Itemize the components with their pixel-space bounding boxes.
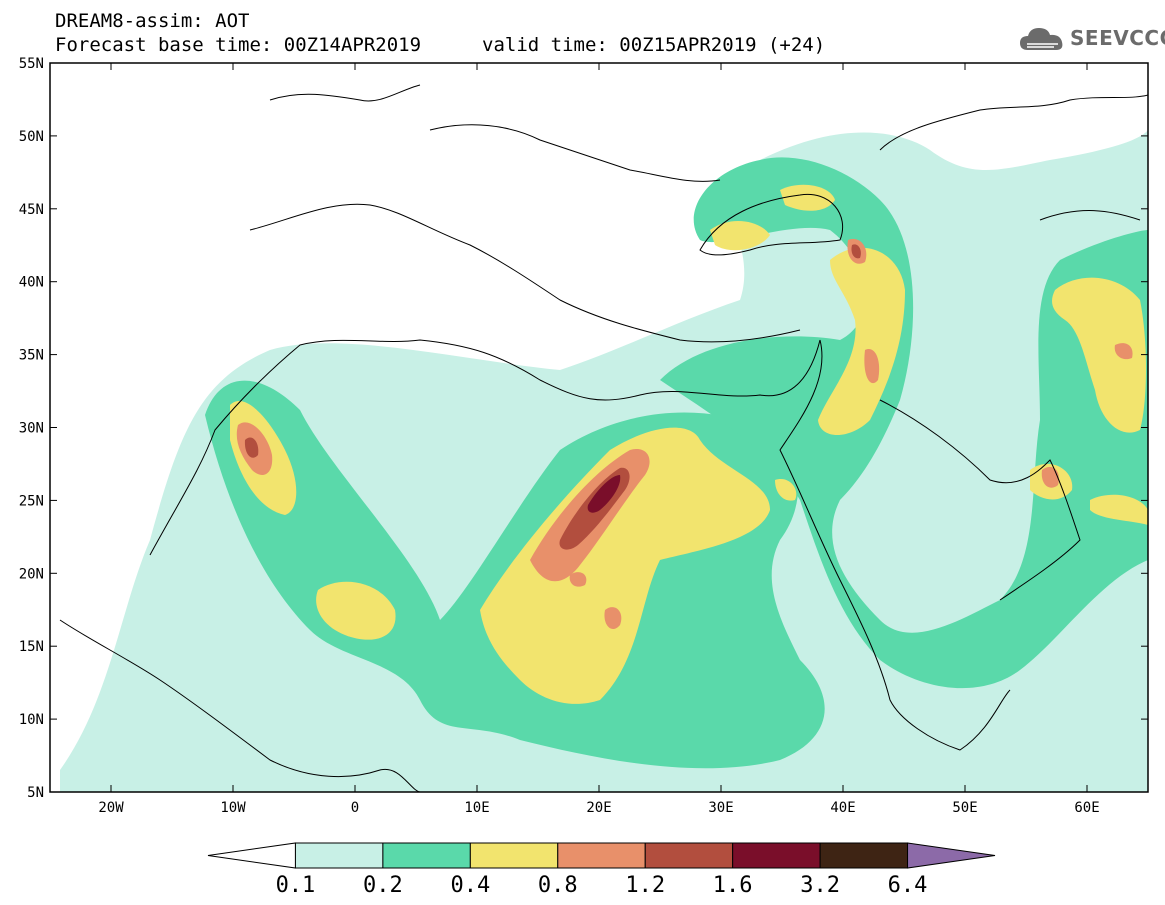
lat-tick-label: 40N (19, 275, 44, 291)
colorbar-level-label: 0.4 (450, 873, 490, 898)
lon-tick-label: 50E (952, 800, 977, 816)
colorbar-swatch (732, 842, 821, 869)
lat-tick-label: 20N (19, 566, 44, 582)
colorbar-swatch (382, 842, 471, 869)
lon-tick-label: 10E (464, 800, 489, 816)
lat-tick-label: 45N (19, 202, 44, 218)
colorbar-swatch (294, 842, 384, 869)
lon-tick-label: 0 (351, 800, 359, 816)
lat-tick-label: 10N (19, 712, 44, 728)
lon-tick-label: 20E (586, 800, 611, 816)
axis-ticks: 55N 50N 45N 40N 35N 30N 25N 20N 15N 10N 5N 20W 10W 0 1… (19, 56, 1148, 816)
lat-tick-label: 55N (19, 56, 44, 72)
lon-tick-label: 10W (220, 800, 246, 816)
coastlines (59, 84, 1148, 792)
lat-tick-label: 15N (19, 639, 44, 655)
lat-tick-label: 35N (19, 348, 44, 364)
logo-text: SEEVCCC (1070, 26, 1165, 50)
colorbar-level-label: 0.1 (276, 873, 316, 898)
cloud-icon (1020, 28, 1063, 50)
lat-tick-label: 25N (19, 493, 44, 509)
colorbar-level-label: 1.2 (625, 873, 665, 898)
colorbar-level-label: 6.4 (888, 873, 928, 898)
lon-tick-label: 40E (830, 800, 855, 816)
colorbar-swatch (644, 842, 734, 869)
aot-band-1.6 (587, 475, 621, 513)
colorbar-level-label: 0.2 (363, 873, 403, 898)
colorbar: 0.1 0.2 0.4 0.8 1.2 1.6 3.2 6.4 (207, 842, 996, 898)
aot-contours (60, 130, 1148, 792)
lat-tick-label: 5N (27, 785, 44, 801)
colorbar-swatch (819, 842, 909, 869)
lat-tick-label: 30N (19, 421, 44, 437)
map-title: DREAM8-assim: AOT (55, 10, 250, 32)
colorbar-arrow-low (207, 842, 296, 869)
seevccc-logo: SEEVCCC (1018, 22, 1165, 56)
lon-tick-label: 30E (708, 800, 733, 816)
colorbar-swatch (557, 842, 646, 869)
lat-tick-label: 50N (19, 129, 44, 145)
lon-tick-label: 20W (98, 800, 124, 816)
colorbar-level-label: 0.8 (538, 873, 578, 898)
lon-tick-label: 60E (1074, 800, 1099, 816)
colorbar-swatch (469, 842, 559, 869)
valid-time: valid time: 00Z15APR2019 (+24) (482, 34, 826, 56)
forecast-base-time: Forecast base time: 00Z14APR2019 (55, 34, 422, 56)
colorbar-level-label: 3.2 (800, 873, 840, 898)
colorbar-level-label: 1.6 (713, 873, 753, 898)
colorbar-arrow-high (907, 842, 996, 869)
